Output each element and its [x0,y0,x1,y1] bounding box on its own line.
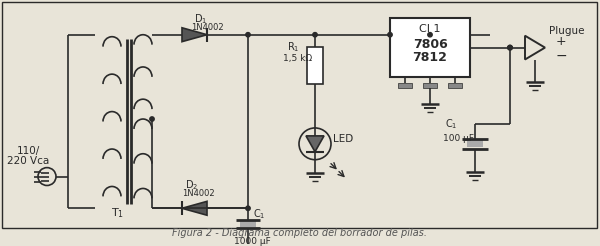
Polygon shape [182,28,207,42]
Text: 100 μF: 100 μF [443,134,474,143]
Text: CI 1: CI 1 [419,24,441,34]
Bar [398,83,412,88]
Circle shape [313,32,317,37]
Text: Plugue: Plugue [549,26,584,36]
Text: 220 Vca: 220 Vca [7,156,49,166]
Bar [307,47,323,84]
Text: Figura 2 - Diagrama completo del borrador de pilas.: Figura 2 - Diagrama completo del borrado… [173,228,427,238]
Circle shape [428,32,432,37]
Circle shape [508,46,512,50]
Circle shape [150,117,154,121]
Text: T$_1$: T$_1$ [112,206,125,220]
Circle shape [508,46,512,50]
Text: C$_1$: C$_1$ [445,117,458,131]
Circle shape [246,206,250,211]
Text: 1N4002: 1N4002 [182,189,215,198]
Bar [390,18,470,77]
Text: −: − [556,48,568,62]
Bar [448,83,462,88]
Text: +: + [556,35,566,48]
Circle shape [388,32,392,37]
Polygon shape [182,201,207,215]
Polygon shape [306,136,324,152]
Text: 7806: 7806 [413,38,448,51]
Circle shape [246,32,250,37]
Circle shape [508,46,512,50]
Bar [240,221,256,227]
Bar [467,140,483,147]
Bar [423,83,437,88]
Text: 110/: 110/ [16,146,40,156]
Text: D$_1$: D$_1$ [194,12,207,26]
Text: 1N4002: 1N4002 [191,23,224,32]
Text: D$_2$: D$_2$ [185,178,198,192]
Text: 1000 μF: 1000 μF [234,237,271,246]
Text: C$_1$: C$_1$ [253,207,266,221]
Text: 7812: 7812 [413,51,448,64]
Text: LED: LED [333,134,353,144]
Text: R$_1$: R$_1$ [287,41,299,54]
Text: 1,5 kΩ: 1,5 kΩ [283,53,312,62]
